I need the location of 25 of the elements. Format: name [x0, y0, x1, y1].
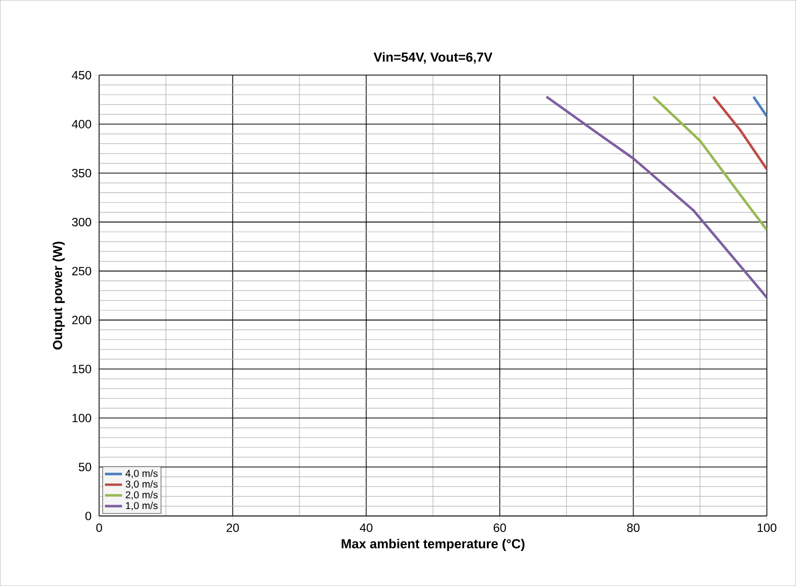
y-tick-label: 400 [72, 120, 92, 128]
y-axis-title: Output power (W) [52, 242, 65, 350]
x-axis-title: Max ambient temperature (°C) [342, 538, 524, 551]
y-tick-label: 300 [72, 218, 92, 226]
y-tick-label: 350 [72, 168, 92, 178]
y-tick-label: 0 [85, 512, 92, 520]
x-tick-label: 80 [627, 523, 640, 532]
y-tick-label: 250 [72, 266, 92, 276]
x-tick-label: 20 [226, 523, 239, 532]
y-tick-label: 50 [78, 462, 92, 472]
x-tick-label: 100 [758, 523, 776, 532]
x-tick-label: 60 [494, 523, 506, 532]
chart-title: Vin=54V, Vout=6,7V [374, 52, 492, 64]
y-tick-label: 200 [72, 316, 92, 324]
y-tick-label: 100 [72, 414, 92, 422]
legend-label: 3,0 m/s [126, 480, 158, 489]
legend-label: 1,0 m/s [126, 502, 158, 510]
y-tick-label: 450 [72, 70, 92, 80]
legend-label: 4,0 m/s [125, 470, 158, 478]
line-series [545, 95, 767, 299]
y-tick-label: 150 [72, 364, 92, 374]
legend-label: 2,0 m/s [126, 491, 158, 500]
x-tick-label: 0 [96, 523, 102, 532]
line-series [652, 95, 767, 232]
x-tick-label: 40 [360, 523, 372, 532]
